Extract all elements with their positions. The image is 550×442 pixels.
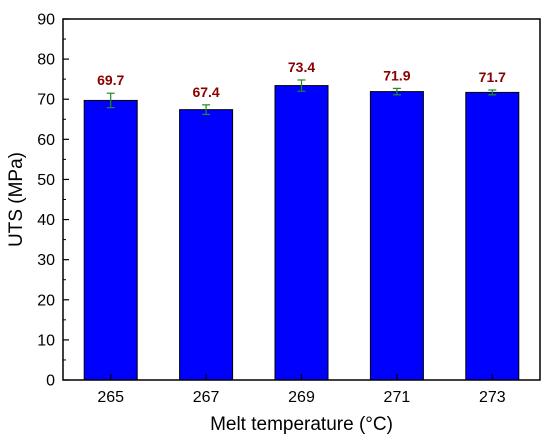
data-label-273: 71.7 — [479, 69, 506, 85]
x-tick-label-267: 267 — [193, 389, 220, 406]
y-tick-label-20: 20 — [37, 292, 55, 309]
data-labels-layer: 69.7 67.4 73.4 71.9 71.7 — [97, 59, 506, 100]
x-tick-label-269: 269 — [288, 389, 315, 406]
data-label-267: 67.4 — [192, 84, 219, 100]
data-label-269: 73.4 — [288, 59, 315, 75]
bars-layer — [83, 85, 520, 381]
error-bars-layer — [106, 79, 497, 116]
bar-265 — [83, 99, 138, 381]
bar-273 — [465, 91, 520, 381]
bar-271 — [369, 91, 424, 381]
x-tick-label-271: 271 — [384, 389, 411, 406]
y-tick-label-80: 80 — [37, 52, 55, 69]
y-tick-label-10: 10 — [37, 332, 55, 349]
y-tick-label-40: 40 — [37, 212, 55, 229]
y-tick-label-90: 90 — [37, 12, 55, 29]
x-axis-title: Melt temperature (°C) — [210, 414, 393, 435]
y-axis-title: UTS (MPa) — [6, 152, 27, 247]
bar-269 — [274, 85, 329, 381]
x-tick-label-265: 265 — [97, 389, 124, 406]
y-tick-label-50: 50 — [37, 172, 55, 189]
y-tick-label-30: 30 — [37, 252, 55, 269]
y-tick-label-0: 0 — [46, 373, 55, 390]
x-tick-label-273: 273 — [479, 389, 506, 406]
y-tick-label-70: 70 — [37, 92, 55, 109]
bar-267 — [179, 109, 234, 381]
x-axis: 265 267 269 271 273 — [97, 374, 506, 406]
y-tick-label-60: 60 — [37, 132, 55, 149]
y-axis: 0 10 20 30 40 50 60 70 80 90 — [37, 12, 69, 390]
data-label-265: 69.7 — [97, 72, 124, 88]
data-label-271: 71.9 — [383, 67, 410, 83]
